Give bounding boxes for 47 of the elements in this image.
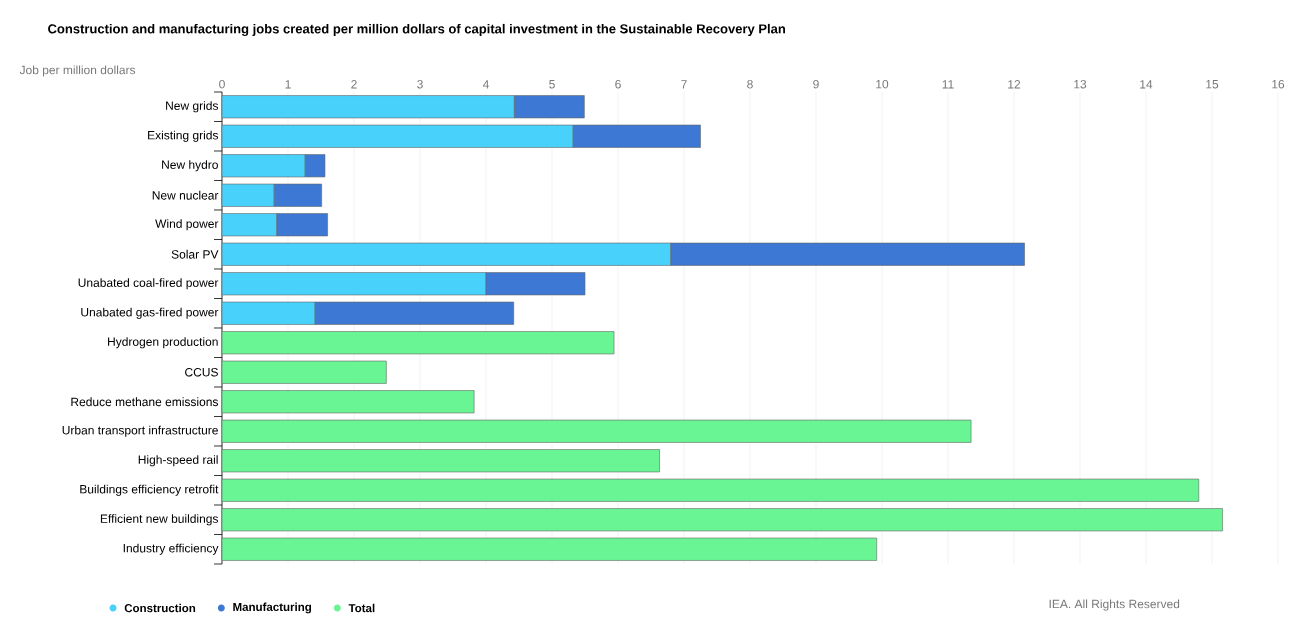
y-tick-label: Existing grids	[148, 130, 219, 142]
y-tick-label: Buildings efficiency retrofit	[80, 484, 219, 496]
text: IEA. All Rights Reserved	[1049, 599, 1180, 611]
y-tick-label: Hydrogen production	[108, 337, 218, 349]
y-tick-label: Urban transport infrastructure	[62, 425, 218, 437]
y-tick-label: Industry efficiency	[123, 543, 219, 555]
x-tick-label: 12	[1008, 80, 1021, 89]
chart-title: Construction and manufacturing jobs created per million dollars of capital investment in the Sustainable Recovery Plan	[48, 23, 785, 37]
x-tick-label: 14	[1140, 80, 1153, 89]
bar	[221, 449, 660, 473]
bar	[221, 537, 878, 561]
y-tick-label: High-speed rail	[138, 455, 218, 467]
x-tick-label: 7	[681, 80, 687, 89]
legend-label: Total	[348, 603, 375, 613]
x-tick-label: 1	[285, 80, 291, 89]
bar	[221, 419, 972, 443]
x-tick-label: 16	[1272, 79, 1285, 89]
y-tick-label: Unabated gas-fired power	[81, 307, 219, 319]
x-tick-label: 5	[549, 80, 555, 89]
bar	[221, 390, 475, 414]
y-tick-label: CCUS	[185, 368, 218, 377]
bar	[221, 331, 615, 355]
x-tick-label: 15	[1206, 80, 1219, 89]
x-tick-label: 3	[417, 79, 423, 89]
y-tick-label: Solar PV	[171, 249, 219, 259]
x-tick-label: 0	[219, 79, 225, 89]
x-tick-label: 13	[1074, 79, 1087, 89]
bar	[221, 508, 1223, 532]
x-axis-title: Job per million dollars	[19, 65, 136, 77]
bar	[221, 360, 387, 384]
y-tick-label: New hydro	[162, 160, 218, 172]
bar	[221, 478, 1200, 502]
legend-label: Manufacturing	[233, 602, 312, 614]
x-tick-label: 9	[813, 79, 819, 89]
y-tick-label: Unabated coal-fired power	[78, 278, 219, 290]
legend-label: Construction	[124, 603, 196, 613]
y-tick-label: Wind power	[155, 219, 219, 231]
x-tick-label: 4	[482, 80, 489, 89]
x-tick-label: 11	[942, 80, 954, 89]
y-tick-label: Reduce methane emissions	[71, 397, 219, 407]
y-tick-label: New grids	[166, 101, 219, 113]
x-tick-label: 10	[876, 79, 889, 89]
y-tick-label: Efficient new buildings	[100, 514, 219, 526]
x-tick-label: 6	[615, 79, 621, 89]
x-tick-label: 8	[747, 79, 753, 89]
y-tick-label: New nuclear	[152, 190, 219, 200]
x-tick-label: 2	[351, 80, 357, 89]
